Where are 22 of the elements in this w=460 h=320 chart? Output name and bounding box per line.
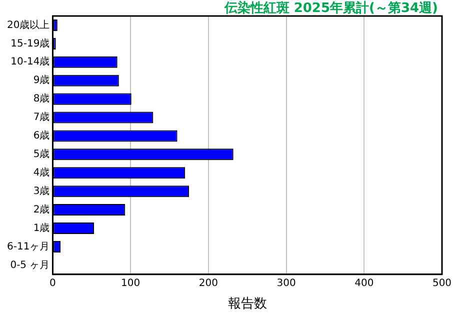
chart-title: 伝染性紅斑 2025年累計(～第34週) xyxy=(224,0,438,17)
y-tick-label: 15-19歳 xyxy=(10,37,50,50)
y-tick-label: 3歳 xyxy=(33,184,50,197)
y-tick-label: 0-5 ヶ月 xyxy=(10,260,50,271)
x-tick-label: 200 xyxy=(198,278,218,289)
x-tick-label: 400 xyxy=(354,278,374,289)
y-tick-label: 1歳 xyxy=(33,222,50,234)
y-tick-label: 8歳 xyxy=(33,92,50,105)
x-tick-label: 500 xyxy=(432,278,452,289)
x-axis-title: 報告数 xyxy=(228,296,267,312)
y-tick-label: 2歳 xyxy=(33,203,50,216)
y-tick-label: 7歳 xyxy=(33,111,50,124)
y-tick-label: 6歳 xyxy=(33,130,50,142)
y-tick-label: 6-11ヶ月 xyxy=(7,241,50,252)
y-tick-label: 4歳 xyxy=(33,166,50,178)
x-tick-label: 300 xyxy=(276,278,296,289)
y-tick-label: 10-14歳 xyxy=(10,56,50,68)
y-tick-label: 5歳 xyxy=(33,148,50,160)
x-tick-label: 0 xyxy=(50,278,56,289)
y-tick-label: 20歳以上 xyxy=(6,18,50,31)
x-tick-label: 100 xyxy=(121,278,140,289)
y-tick-label: 9歳 xyxy=(33,74,50,86)
